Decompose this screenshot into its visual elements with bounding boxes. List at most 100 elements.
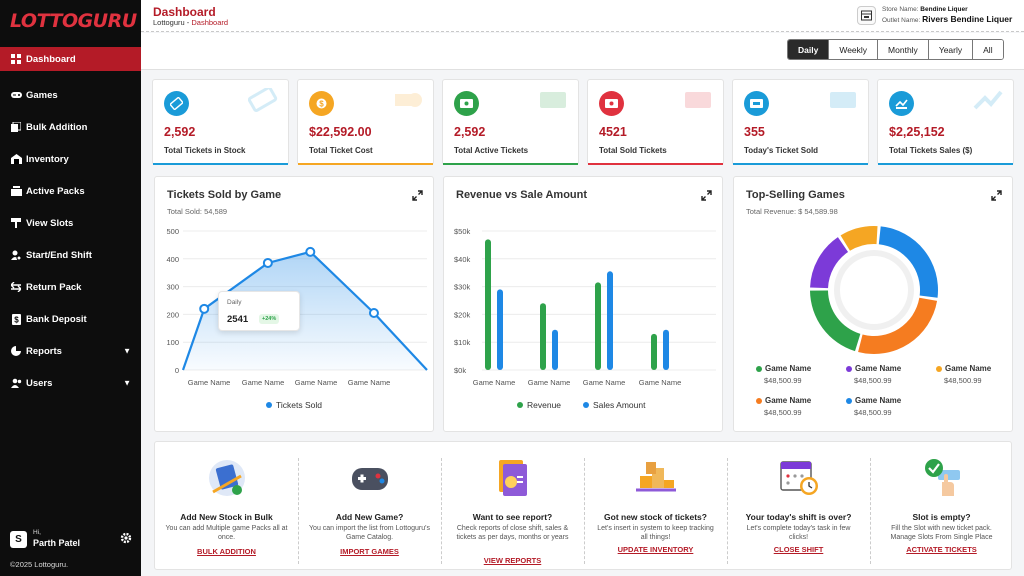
period-monthly-button[interactable]: Monthly — [877, 40, 928, 59]
active-ticket-icon — [454, 91, 479, 116]
y-tick-label: $30k — [454, 283, 471, 292]
sidebar-item-inventory[interactable]: Inventory — [0, 143, 141, 175]
divider — [584, 458, 585, 564]
y-tick-label: 400 — [166, 255, 179, 264]
stat-value: 4521 — [599, 125, 627, 139]
donut-slice — [878, 226, 938, 298]
x-tick-label: Game Name — [295, 378, 338, 387]
chart-legend-sales[interactable]: Sales Amount — [583, 400, 645, 410]
stat-value: 2,592 — [454, 125, 486, 139]
action-update-inventory: Got new stock of tickets? Let's insert i… — [584, 442, 727, 571]
stat-accent-bar — [153, 163, 288, 165]
legend-value: $48,500.99 — [764, 408, 802, 417]
pie-legend-item[interactable]: Game Name $48,500.99 — [756, 364, 846, 385]
stat-value: $2,25,152 — [889, 125, 945, 139]
update-inventory-link[interactable]: UPDATE INVENTORY — [617, 545, 694, 554]
bulk-addition-link[interactable]: BULK ADDITION — [197, 547, 256, 556]
close-shift-link[interactable]: CLOSE SHIFT — [773, 545, 824, 554]
expand-icon[interactable] — [991, 188, 1002, 206]
tooltip-value: 2541 — [227, 314, 249, 325]
divider — [298, 458, 299, 564]
stat-label: Today's Ticket Sold — [744, 146, 819, 155]
ticket-icon — [164, 91, 189, 116]
user-name: Parth Patel — [33, 537, 81, 548]
page-title: Dashboard — [153, 5, 216, 19]
chevron-down-icon[interactable]: ▼ — [123, 346, 131, 356]
gear-icon[interactable] — [120, 531, 132, 549]
stat-card-ticket-cost[interactable]: $ $22,592.00 Total Ticket Cost — [297, 79, 434, 165]
svg-text:$: $ — [319, 100, 324, 109]
chart-legend-revenue[interactable]: Revenue — [517, 400, 561, 410]
period-yearly-button[interactable]: Yearly — [927, 40, 973, 59]
pie-legend-item[interactable]: Game Name $48,500.99 — [936, 364, 1024, 385]
coin-icon: $ — [309, 91, 334, 116]
bar — [607, 271, 613, 370]
period-all-button[interactable]: All — [972, 40, 1003, 59]
breadcrumb-root[interactable]: Lottoguru — [153, 18, 185, 27]
sidebar-item-return-pack[interactable]: Return Pack — [0, 271, 141, 303]
sidebar-item-view-slots[interactable]: View Slots — [0, 207, 141, 239]
pie-legend-item[interactable]: Game Name $48,500.99 — [846, 364, 936, 385]
sidebar-item-users[interactable]: Users ▼ — [0, 367, 141, 399]
stat-label: Total Ticket Cost — [309, 146, 373, 155]
stat-card-sold-tickets[interactable]: 4521 Total Sold Tickets — [587, 79, 724, 165]
app-logo[interactable]: LOTTOGURU — [10, 10, 137, 32]
stat-accent-bar — [878, 163, 1013, 165]
period-daily-button[interactable]: Daily — [788, 40, 829, 59]
tickets-sold-area-chart: 0 100 200 300 400 500 Game Name Game Name Game N… — [166, 227, 428, 387]
sidebar-item-label: Bank Deposit — [26, 313, 87, 325]
action-title: Your today's shift is over? — [745, 512, 852, 522]
legend-label: Game Name — [945, 364, 992, 373]
action-view-reports: Want to see report? Check reports of clo… — [441, 442, 584, 571]
legend-value: $48,500.99 — [764, 376, 802, 385]
action-description: Fill the Slot with new ticket pack. Mana… — [890, 525, 993, 542]
tickets-sold-chart-card: Tickets Sold by Game Total Sold: 54,589 … — [154, 176, 434, 432]
sidebar-item-games[interactable]: Games — [0, 79, 141, 111]
outlet-label: Outlet Name: — [882, 17, 923, 25]
inventory-illustration — [632, 456, 680, 500]
bar — [595, 282, 601, 370]
import-games-link[interactable]: IMPORT GAMES — [340, 547, 399, 556]
action-bulk-addition: Add New Stock in Bulk You can add Multip… — [155, 442, 298, 571]
action-close-shift: Your today's shift is over? Let's comple… — [727, 442, 870, 571]
user-profile[interactable]: S Hi, Parth Patel — [10, 527, 134, 551]
y-tick-label: 100 — [166, 338, 179, 347]
legend-label: Sales Amount — [593, 400, 646, 410]
user-greeting: Hi, — [33, 529, 41, 537]
action-description: You can add Multiple game Packs all at o… — [165, 525, 288, 542]
action-title: Add New Game? — [335, 512, 404, 522]
stat-card-active-tickets[interactable]: 2,592 Total Active Tickets — [442, 79, 579, 165]
pie-legend-item[interactable]: Game Name $48,500.99 — [846, 396, 936, 417]
sidebar-item-active-packs[interactable]: Active Packs — [0, 175, 141, 207]
action-description: Check reports of close shift, sales & ti… — [456, 525, 569, 542]
top-header: Dashboard Lottoguru - Dashboard Store Na… — [141, 0, 1024, 32]
donut-slice — [810, 290, 861, 352]
donut-center — [840, 256, 908, 324]
expand-icon[interactable] — [412, 188, 423, 206]
pie-legend-item[interactable]: Game Name $48,500.99 — [756, 396, 846, 417]
sales-watermark-icon — [973, 88, 1003, 117]
sidebar-item-start-end-shift[interactable]: Start/End Shift — [0, 239, 141, 271]
store-icon[interactable] — [857, 6, 876, 25]
stat-label: Total Tickets in Stock — [164, 146, 246, 155]
sidebar-item-reports[interactable]: Reports ▼ — [0, 335, 141, 367]
activate-tickets-link[interactable]: ACTIVATE TICKETS — [906, 545, 977, 554]
sidebar-item-dashboard[interactable]: Dashboard — [0, 47, 141, 71]
expand-icon[interactable] — [701, 188, 712, 206]
stat-card-tickets-in-stock[interactable]: 2,592 Total Tickets in Stock — [152, 79, 289, 165]
donut-slice — [840, 226, 878, 251]
bar — [497, 289, 503, 370]
sidebar-item-bulk-addition[interactable]: Bulk Addition — [0, 111, 141, 143]
action-title: Slot is empty? — [912, 512, 971, 522]
series-line — [181, 250, 428, 371]
sidebar-item-label: Inventory — [26, 153, 69, 165]
gamepad-icon — [10, 89, 22, 101]
chart-legend[interactable]: Tickets Sold — [266, 400, 322, 410]
chevron-down-icon[interactable]: ▼ — [123, 378, 131, 388]
stat-card-today-ticket-sold[interactable]: 355 Today's Ticket Sold — [732, 79, 869, 165]
period-weekly-button[interactable]: Weekly — [828, 40, 878, 59]
stat-card-tickets-sales[interactable]: $2,25,152 Total Tickets Sales ($) — [877, 79, 1014, 165]
sidebar-item-bank-deposit[interactable]: $ Bank Deposit — [0, 303, 141, 335]
chart-subtitle: Total Sold: 54,589 — [167, 207, 228, 216]
view-reports-link[interactable]: VIEW REPORTS — [483, 556, 542, 565]
